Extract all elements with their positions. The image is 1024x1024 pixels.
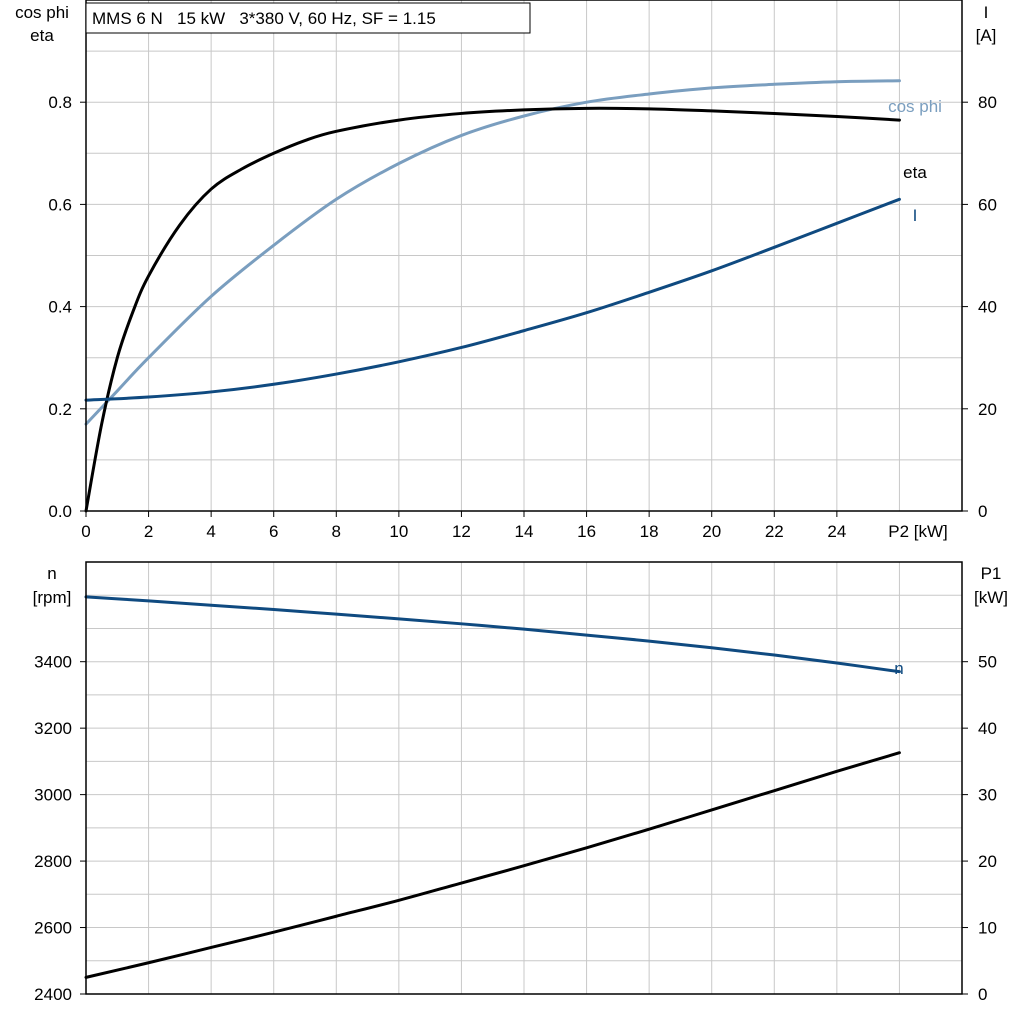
title-box xyxy=(85,2,531,34)
x-axis-label: P2 [kW] xyxy=(888,522,948,541)
x-tick-label: 22 xyxy=(765,522,784,541)
speed-curve xyxy=(84,595,901,674)
x-tick-label: 24 xyxy=(827,522,846,541)
top-right-tick-label: 80 xyxy=(978,93,997,112)
top-right-axis-label-1: I xyxy=(984,3,989,22)
bottom-left-axis-label-1: n xyxy=(47,564,56,583)
bottom-left-tick-label: 2600 xyxy=(34,919,72,938)
x-tick-label: 14 xyxy=(515,522,534,541)
top-left-tick-label: 0.4 xyxy=(48,298,72,317)
chart-title: MMS 6 N 15 kW 3*380 V, 60 Hz, SF = 1.15 xyxy=(92,9,436,28)
bottom-left-tick-label: 3000 xyxy=(34,786,72,805)
top-left-tick-label: 0.8 xyxy=(48,93,72,112)
x-tick-label: 10 xyxy=(389,522,408,541)
x-tick-label: 20 xyxy=(702,522,721,541)
bottom-chart-grid xyxy=(86,562,962,994)
x-tick-label: 16 xyxy=(577,522,596,541)
bottom-left-tick-label: 3400 xyxy=(34,653,72,672)
bottom-left-tick-label: 3200 xyxy=(34,719,72,738)
top-left-axis-label-2: eta xyxy=(30,26,54,45)
top-right-axis-label-2: [A] xyxy=(976,26,997,45)
series-label-speed: n xyxy=(894,659,903,678)
bottom-right-tick-label: 30 xyxy=(978,786,997,805)
series-layer xyxy=(84,79,901,979)
bottom-left-axis-label-2: [rpm] xyxy=(33,588,72,607)
top-right-tick-label: 20 xyxy=(978,400,997,419)
x-tick-label: 6 xyxy=(269,522,278,541)
bottom-right-axis-label-1: P1 xyxy=(981,564,1002,583)
series-label-eta: eta xyxy=(903,163,927,182)
series-label-current: I xyxy=(913,206,918,225)
x-tick-label: 18 xyxy=(640,522,659,541)
cosphi-curve xyxy=(84,79,901,426)
x-tick-label: 2 xyxy=(144,522,153,541)
top-left-tick-label: 0.0 xyxy=(48,502,72,521)
series-label-cosphi: cos phi xyxy=(888,97,942,116)
bottom-right-axis-label-2: [kW] xyxy=(974,588,1008,607)
bottom-left-tick-label: 2800 xyxy=(34,852,72,871)
bottom-right-tick-label: 20 xyxy=(978,852,997,871)
input-power-curve xyxy=(84,751,901,979)
top-left-tick-label: 0.6 xyxy=(48,195,72,214)
x-tick-label: 12 xyxy=(452,522,471,541)
top-chart-grid xyxy=(86,0,962,511)
bottom-right-tick-label: 50 xyxy=(978,653,997,672)
x-tick-label: 4 xyxy=(206,522,215,541)
top-right-tick-label: 60 xyxy=(978,195,997,214)
top-right-tick-label: 40 xyxy=(978,298,997,317)
bottom-right-tick-label: 40 xyxy=(978,719,997,738)
top-left-axis-label-1: cos phi xyxy=(15,3,69,22)
current-curve xyxy=(84,197,901,402)
bottom-right-tick-label: 10 xyxy=(978,919,997,938)
bottom-chart-frame xyxy=(85,561,963,995)
bottom-right-tick-label: 0 xyxy=(978,985,987,1004)
top-left-tick-label: 0.2 xyxy=(48,400,72,419)
eta-curve xyxy=(84,106,901,513)
x-tick-label: 8 xyxy=(332,522,341,541)
x-tick-label: 0 xyxy=(81,522,90,541)
bottom-left-tick-label: 2400 xyxy=(34,985,72,1004)
top-right-tick-label: 0 xyxy=(978,502,987,521)
